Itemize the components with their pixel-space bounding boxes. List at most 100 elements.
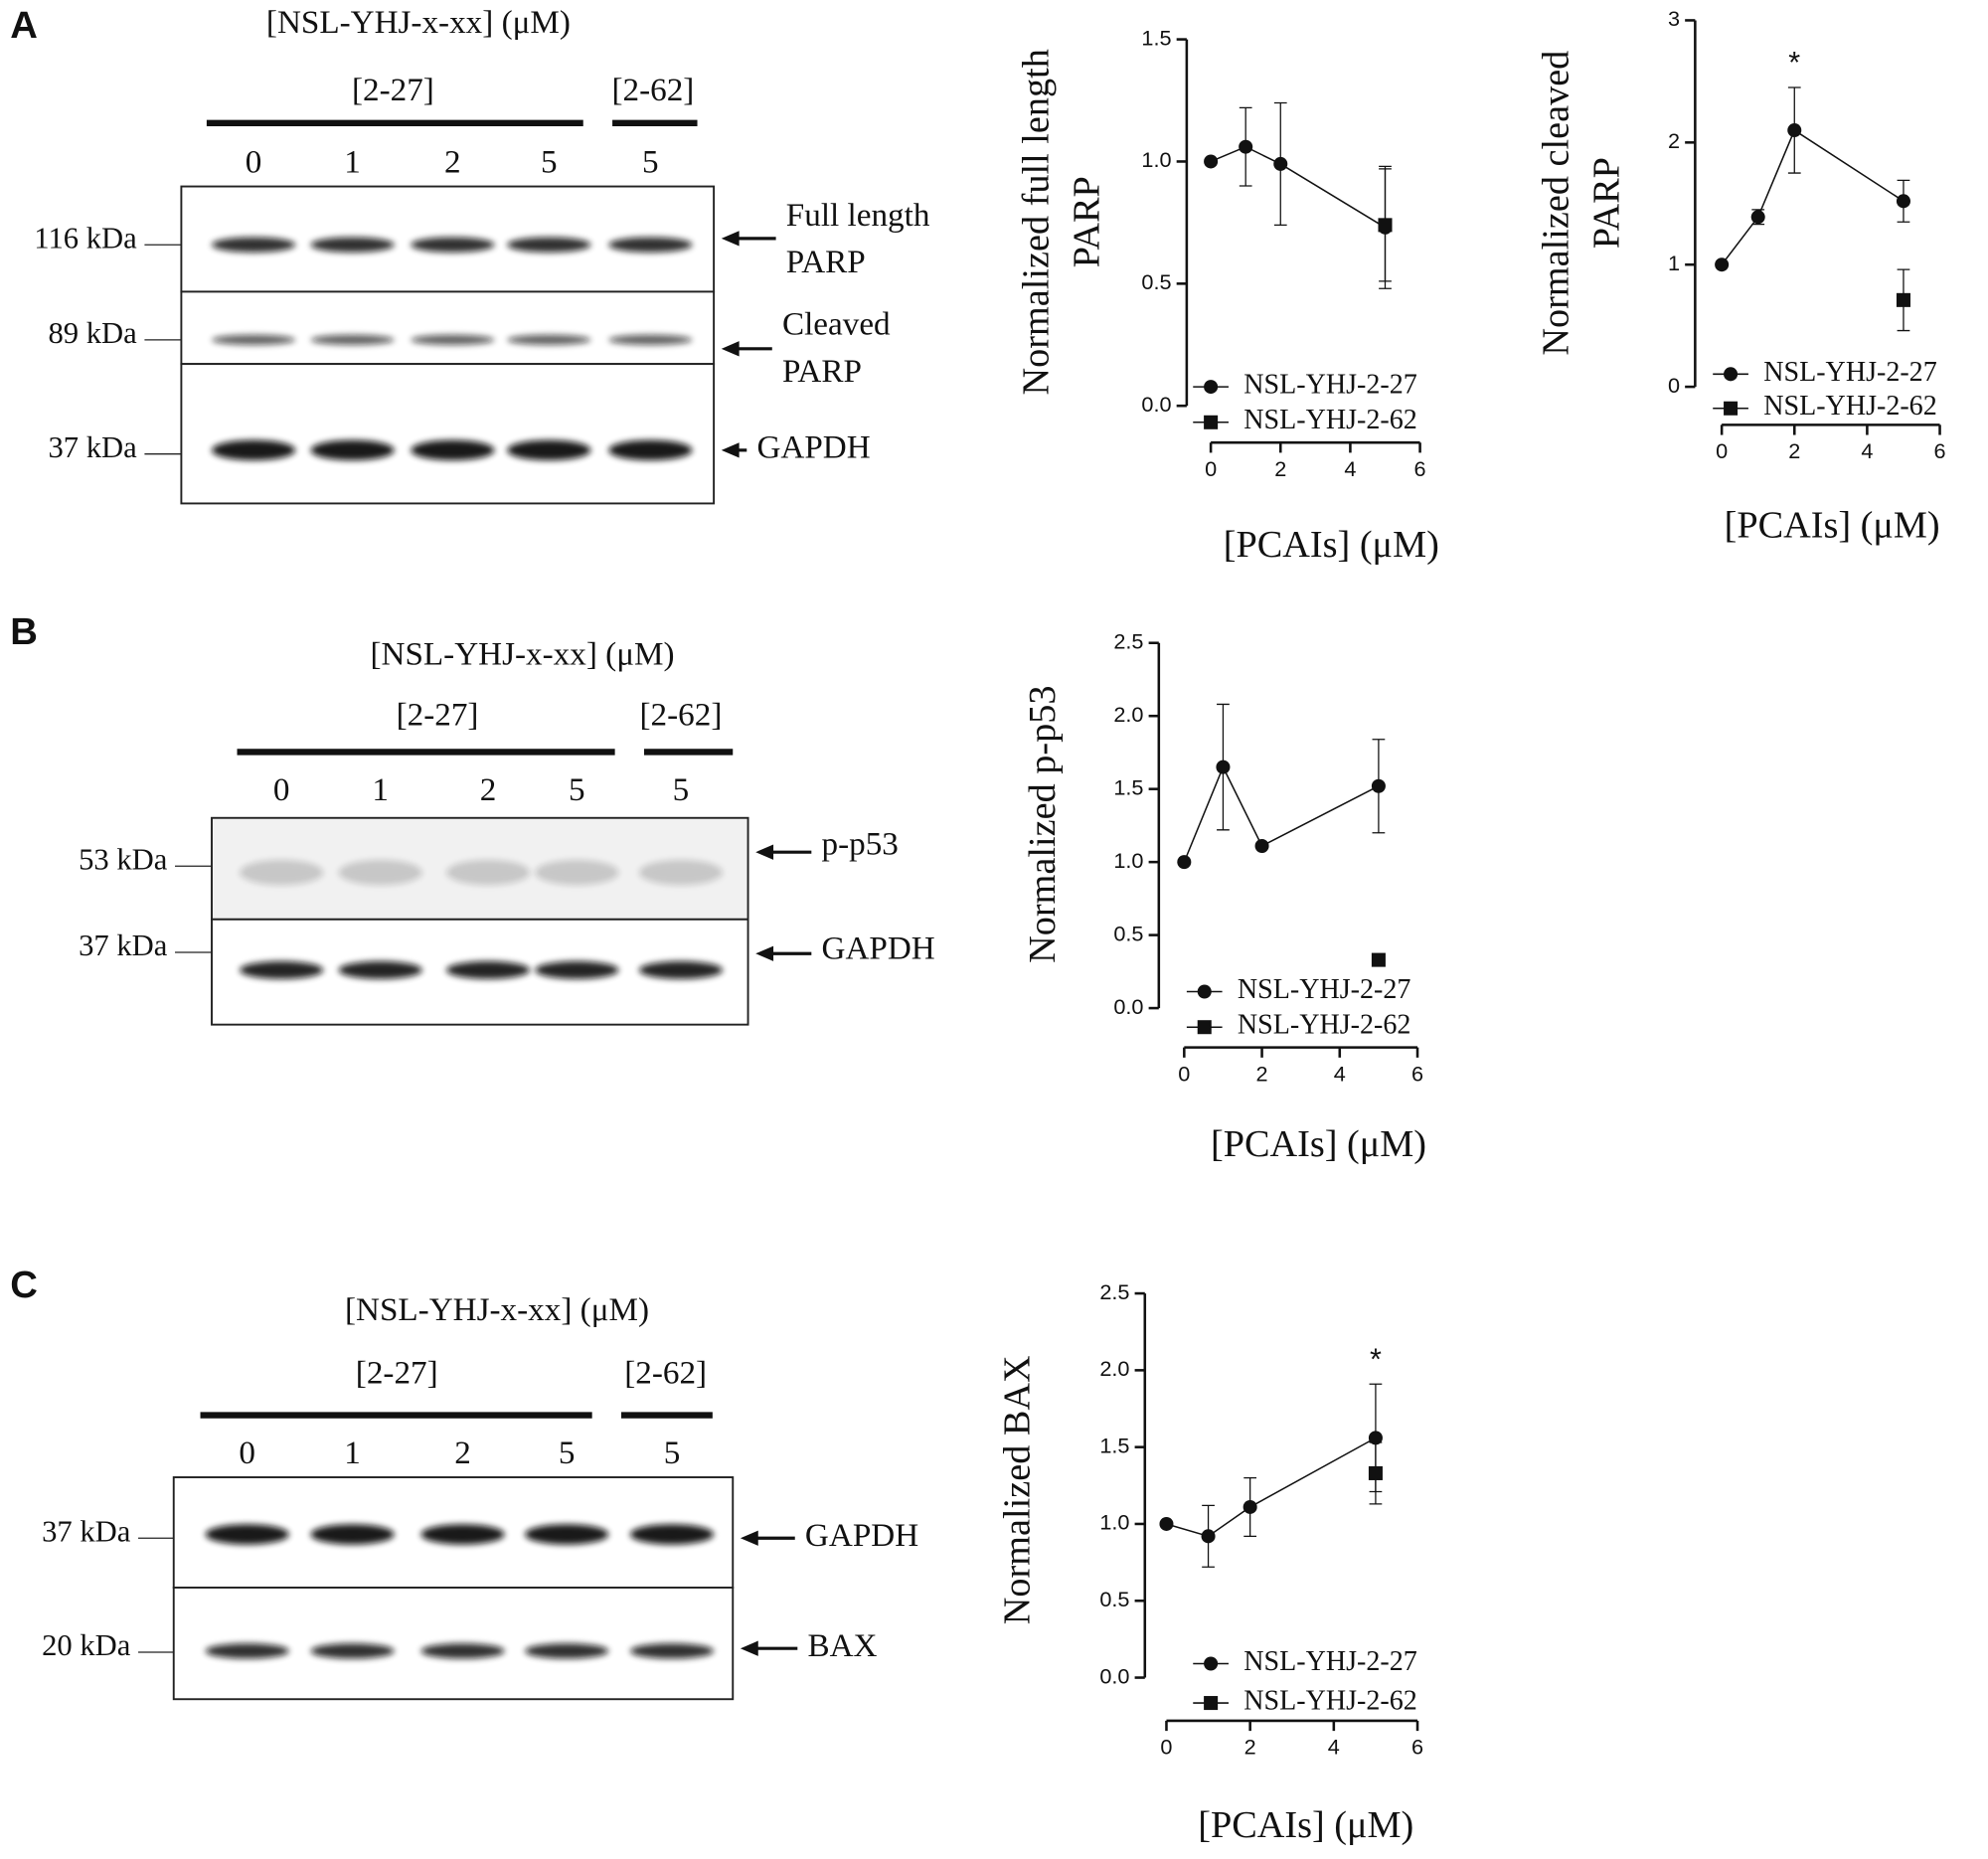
lane-label: 5 [559,1435,576,1471]
marker [1204,1656,1219,1671]
blot-band [507,334,591,345]
blot-band [411,237,495,253]
arrow-head [755,945,774,961]
group-label: [2-62] [640,697,723,734]
x-tick-label: 0 [1178,1061,1190,1086]
blot-band [608,237,693,253]
marker [1371,952,1386,967]
blot-band [638,960,724,979]
mw-marker: 37 kDa [42,1514,131,1548]
x-tick-label: 2 [1256,1061,1268,1086]
legend-label: NSL-YHJ-2-62 [1243,1685,1417,1716]
x-tick-label: 4 [1328,1735,1340,1760]
blot-membrane [180,290,716,366]
lane-label: 2 [444,143,461,180]
mw-marker: 37 kDa [79,929,168,962]
group-label: [2-62] [611,72,694,108]
marker [1254,838,1269,853]
blot-band [445,859,531,886]
marker [1787,123,1802,138]
marker [1378,218,1393,233]
legend-label: NSL-YHJ-2-27 [1238,974,1411,1005]
x-tick-label: 4 [1861,438,1873,463]
blot-band [507,439,591,461]
y-axis-label: Normalized BAX [997,1355,1039,1624]
marker [1239,139,1253,154]
x-tick-label: 2 [1244,1735,1256,1760]
x-axis-label: [PCAIs] (μM) [1211,1123,1426,1165]
x-tick-label: 2 [1274,456,1286,481]
y-tick-label: 1 [1668,251,1680,275]
marker [1715,257,1730,272]
blot-band [310,1643,395,1659]
x-tick-label: 6 [1411,1735,1423,1760]
series-line [1166,1436,1377,1538]
y-axis-label: PARP [1586,157,1628,249]
panel-letter: C [10,1264,38,1306]
blot-band [212,439,296,461]
y-tick-label: 2 [1668,128,1680,153]
group-label: [2-27] [356,1355,438,1392]
blot-band [629,1643,715,1659]
marker [1177,855,1192,870]
lane-label: 1 [344,1435,361,1471]
blot-band [310,237,395,253]
lane-label: 5 [642,143,659,180]
blot-band [411,439,495,461]
blot-band [205,1524,289,1545]
series-line [1210,145,1386,229]
marker [1750,210,1765,225]
band-label: BAX [808,1627,878,1664]
x-tick-label: 6 [1414,456,1426,481]
marker [1197,1020,1212,1035]
band-label: Cleaved [782,306,891,343]
legend-label: NSL-YHJ-2-62 [1243,405,1417,435]
marker [1896,292,1910,307]
y-tick-label: 1.0 [1113,848,1143,873]
marker [1216,760,1231,774]
blot-band [507,237,591,253]
blot-band [535,859,619,886]
blot-band [240,960,324,979]
legend-label: NSL-YHJ-2-62 [1238,1010,1411,1041]
marker [1724,401,1739,416]
blot-header: [NSL-YHJ-x-xx] (μM) [371,635,675,672]
series-line [1183,764,1380,863]
group-label: [2-27] [352,72,434,108]
band-label: p-p53 [822,826,899,863]
x-tick-label: 0 [1716,438,1728,463]
blot-band [535,960,619,979]
y-tick-label: 0.5 [1141,269,1171,294]
y-tick-label: 2.5 [1099,1279,1129,1304]
lane-label: 5 [569,771,585,808]
y-tick-label: 1.0 [1141,147,1171,172]
blot-band [205,1643,289,1659]
marker [1242,1499,1257,1514]
marker [1371,778,1386,793]
marker [1204,380,1219,395]
y-tick-label: 3 [1668,6,1680,31]
arrow-head [740,1530,758,1546]
y-tick-label: 2.0 [1113,702,1143,727]
lane-label: 0 [239,1435,255,1471]
blot-band [445,960,531,979]
group-label: [2-62] [624,1355,707,1392]
blot-band [525,1643,609,1659]
y-tick-label: 1.5 [1141,25,1171,50]
x-tick-label: 6 [1933,438,1945,463]
blot-band [310,1524,395,1545]
blot-band [411,334,495,345]
blot-band [212,334,296,345]
y-tick-label: 0.0 [1099,1663,1129,1688]
band-label: GAPDH [756,428,870,465]
lane-label: 5 [673,771,690,808]
blot-band [212,237,296,253]
blot-band [608,439,693,461]
legend-label: NSL-YHJ-2-27 [1763,357,1937,388]
legend-label: NSL-YHJ-2-27 [1243,370,1417,401]
lane-label: 1 [372,771,389,808]
x-axis-label: [PCAIs] (μM) [1224,524,1439,566]
lane-label: 2 [454,1435,471,1471]
lane-label: 5 [664,1435,681,1471]
